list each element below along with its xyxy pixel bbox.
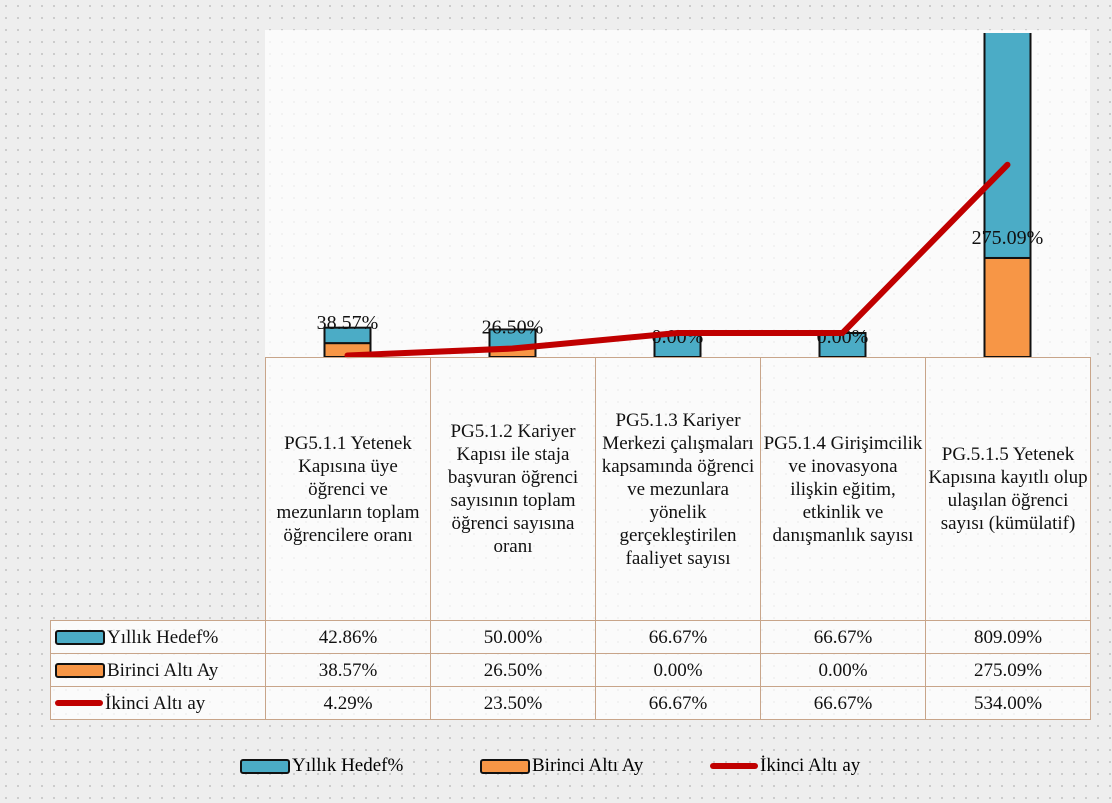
data-label: 275.09%	[972, 227, 1044, 249]
table-value: 66.67%	[760, 620, 926, 654]
table-value: 23.50%	[430, 686, 596, 720]
table-value: 275.09%	[925, 653, 1091, 687]
table-value: 66.67%	[595, 686, 761, 720]
legend-key	[55, 629, 105, 645]
plot-area	[265, 30, 1090, 357]
category-cell: PG5.1.1 Yetenek Kapısına üye öğrenci ve …	[265, 357, 431, 621]
legend-item: İkinci Altı ay	[710, 755, 860, 777]
legend-text: Birinci Altı Ay	[532, 755, 644, 776]
category-cell: PG5.1.3 Kariyer Merkezi çalışmaları kaps…	[595, 357, 761, 621]
table-value: 66.67%	[595, 620, 761, 654]
category-cell: PG5.1.2 Kariyer Kapısı ile staja başvura…	[430, 357, 596, 621]
row-label-text: Birinci Altı Ay	[107, 659, 219, 681]
row-label-text: İkinci Altı ay	[105, 692, 206, 714]
bar	[323, 326, 372, 345]
table-value: 809.09%	[925, 620, 1091, 654]
legend-key	[710, 763, 758, 769]
line	[344, 161, 1011, 359]
legend-text: Yıllık Hedef%	[292, 755, 404, 776]
legend-key	[55, 662, 105, 678]
legend-item: Yıllık Hedef%	[240, 755, 403, 777]
data-label: 38.57%	[317, 312, 379, 334]
category-cell: PG.5.1.5 Yetenek Kapısına kayıtlı olup u…	[925, 357, 1091, 621]
row-label: Yıllık Hedef%	[50, 620, 266, 654]
table-value: 38.57%	[265, 653, 431, 687]
bar	[983, 33, 1032, 259]
table-value: 4.29%	[265, 686, 431, 720]
table-value: 26.50%	[430, 653, 596, 687]
legend-text: İkinci Altı ay	[760, 755, 861, 776]
legend-key	[240, 758, 290, 774]
table-value: 534.00%	[925, 686, 1091, 720]
legend-item: Birinci Altı Ay	[480, 755, 643, 777]
bar	[983, 256, 1032, 357]
table-value: 0.00%	[595, 653, 761, 687]
row-label: İkinci Altı ay	[50, 686, 266, 720]
table-value: 42.86%	[265, 620, 431, 654]
row-label: Birinci Altı Ay	[50, 653, 266, 687]
row-label-text: Yıllık Hedef%	[107, 626, 219, 648]
legend-key	[55, 700, 103, 706]
legend-key	[480, 758, 530, 774]
data-label: 26.50%	[482, 316, 544, 338]
table-value: 50.00%	[430, 620, 596, 654]
marks	[323, 33, 1032, 357]
table-value: 0.00%	[760, 653, 926, 687]
table-value: 66.67%	[760, 686, 926, 720]
category-cell: PG5.1.4 Girişimcilik ve inovasyona ilişk…	[760, 357, 926, 621]
